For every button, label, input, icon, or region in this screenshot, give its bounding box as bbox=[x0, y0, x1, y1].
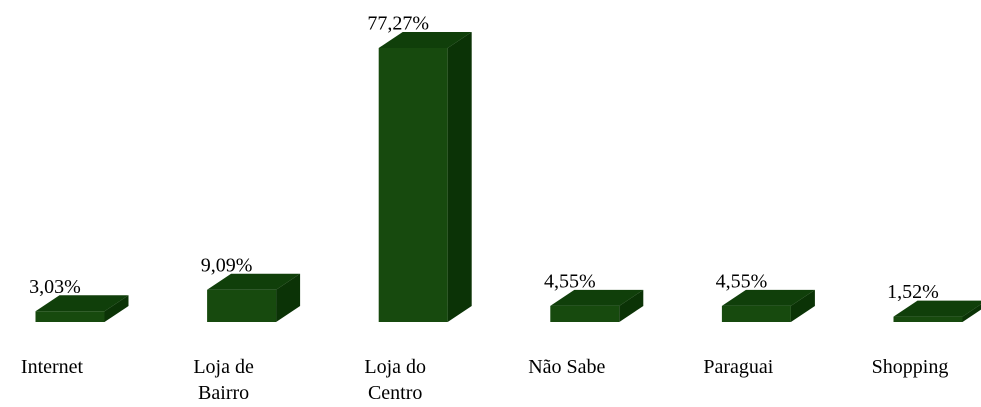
bar-front bbox=[207, 289, 277, 322]
x-tick-label: Shopping bbox=[871, 356, 949, 378]
bar bbox=[550, 289, 644, 322]
bar-top bbox=[721, 289, 815, 306]
bar-front bbox=[35, 311, 105, 322]
x-tick-label: Internet bbox=[20, 356, 84, 378]
bar-side bbox=[276, 273, 301, 322]
bar-side bbox=[962, 304, 981, 322]
bar bbox=[35, 295, 129, 322]
bar-front bbox=[550, 305, 620, 322]
bar-side bbox=[619, 289, 644, 322]
bar-side bbox=[104, 295, 129, 322]
bar-top bbox=[893, 300, 981, 317]
x-tick-label: Paraguai bbox=[703, 356, 774, 378]
bar-side bbox=[790, 289, 815, 322]
bar bbox=[378, 32, 472, 322]
bar-top bbox=[207, 273, 301, 290]
value-label: 4,55% bbox=[544, 270, 596, 292]
value-label: 77,27% bbox=[367, 13, 429, 35]
x-tick-label: Loja do Centro bbox=[364, 356, 427, 404]
bar-front bbox=[721, 305, 791, 322]
value-label: 3,03% bbox=[29, 276, 81, 298]
value-label: 1,52% bbox=[887, 281, 939, 303]
x-tick-label: Não Sabe bbox=[528, 356, 606, 378]
bar-top bbox=[550, 289, 644, 306]
value-label: 4,55% bbox=[716, 270, 768, 292]
bar-front bbox=[378, 48, 448, 322]
bar bbox=[207, 273, 301, 322]
bar-top bbox=[378, 32, 472, 48]
x-tick-label: Loja de Bairro bbox=[193, 356, 254, 404]
bar-side bbox=[447, 32, 472, 322]
bar bbox=[893, 300, 981, 322]
bar-top bbox=[35, 295, 129, 312]
bar bbox=[721, 289, 815, 322]
value-label: 9,09% bbox=[201, 254, 253, 276]
bar-front bbox=[893, 316, 963, 322]
